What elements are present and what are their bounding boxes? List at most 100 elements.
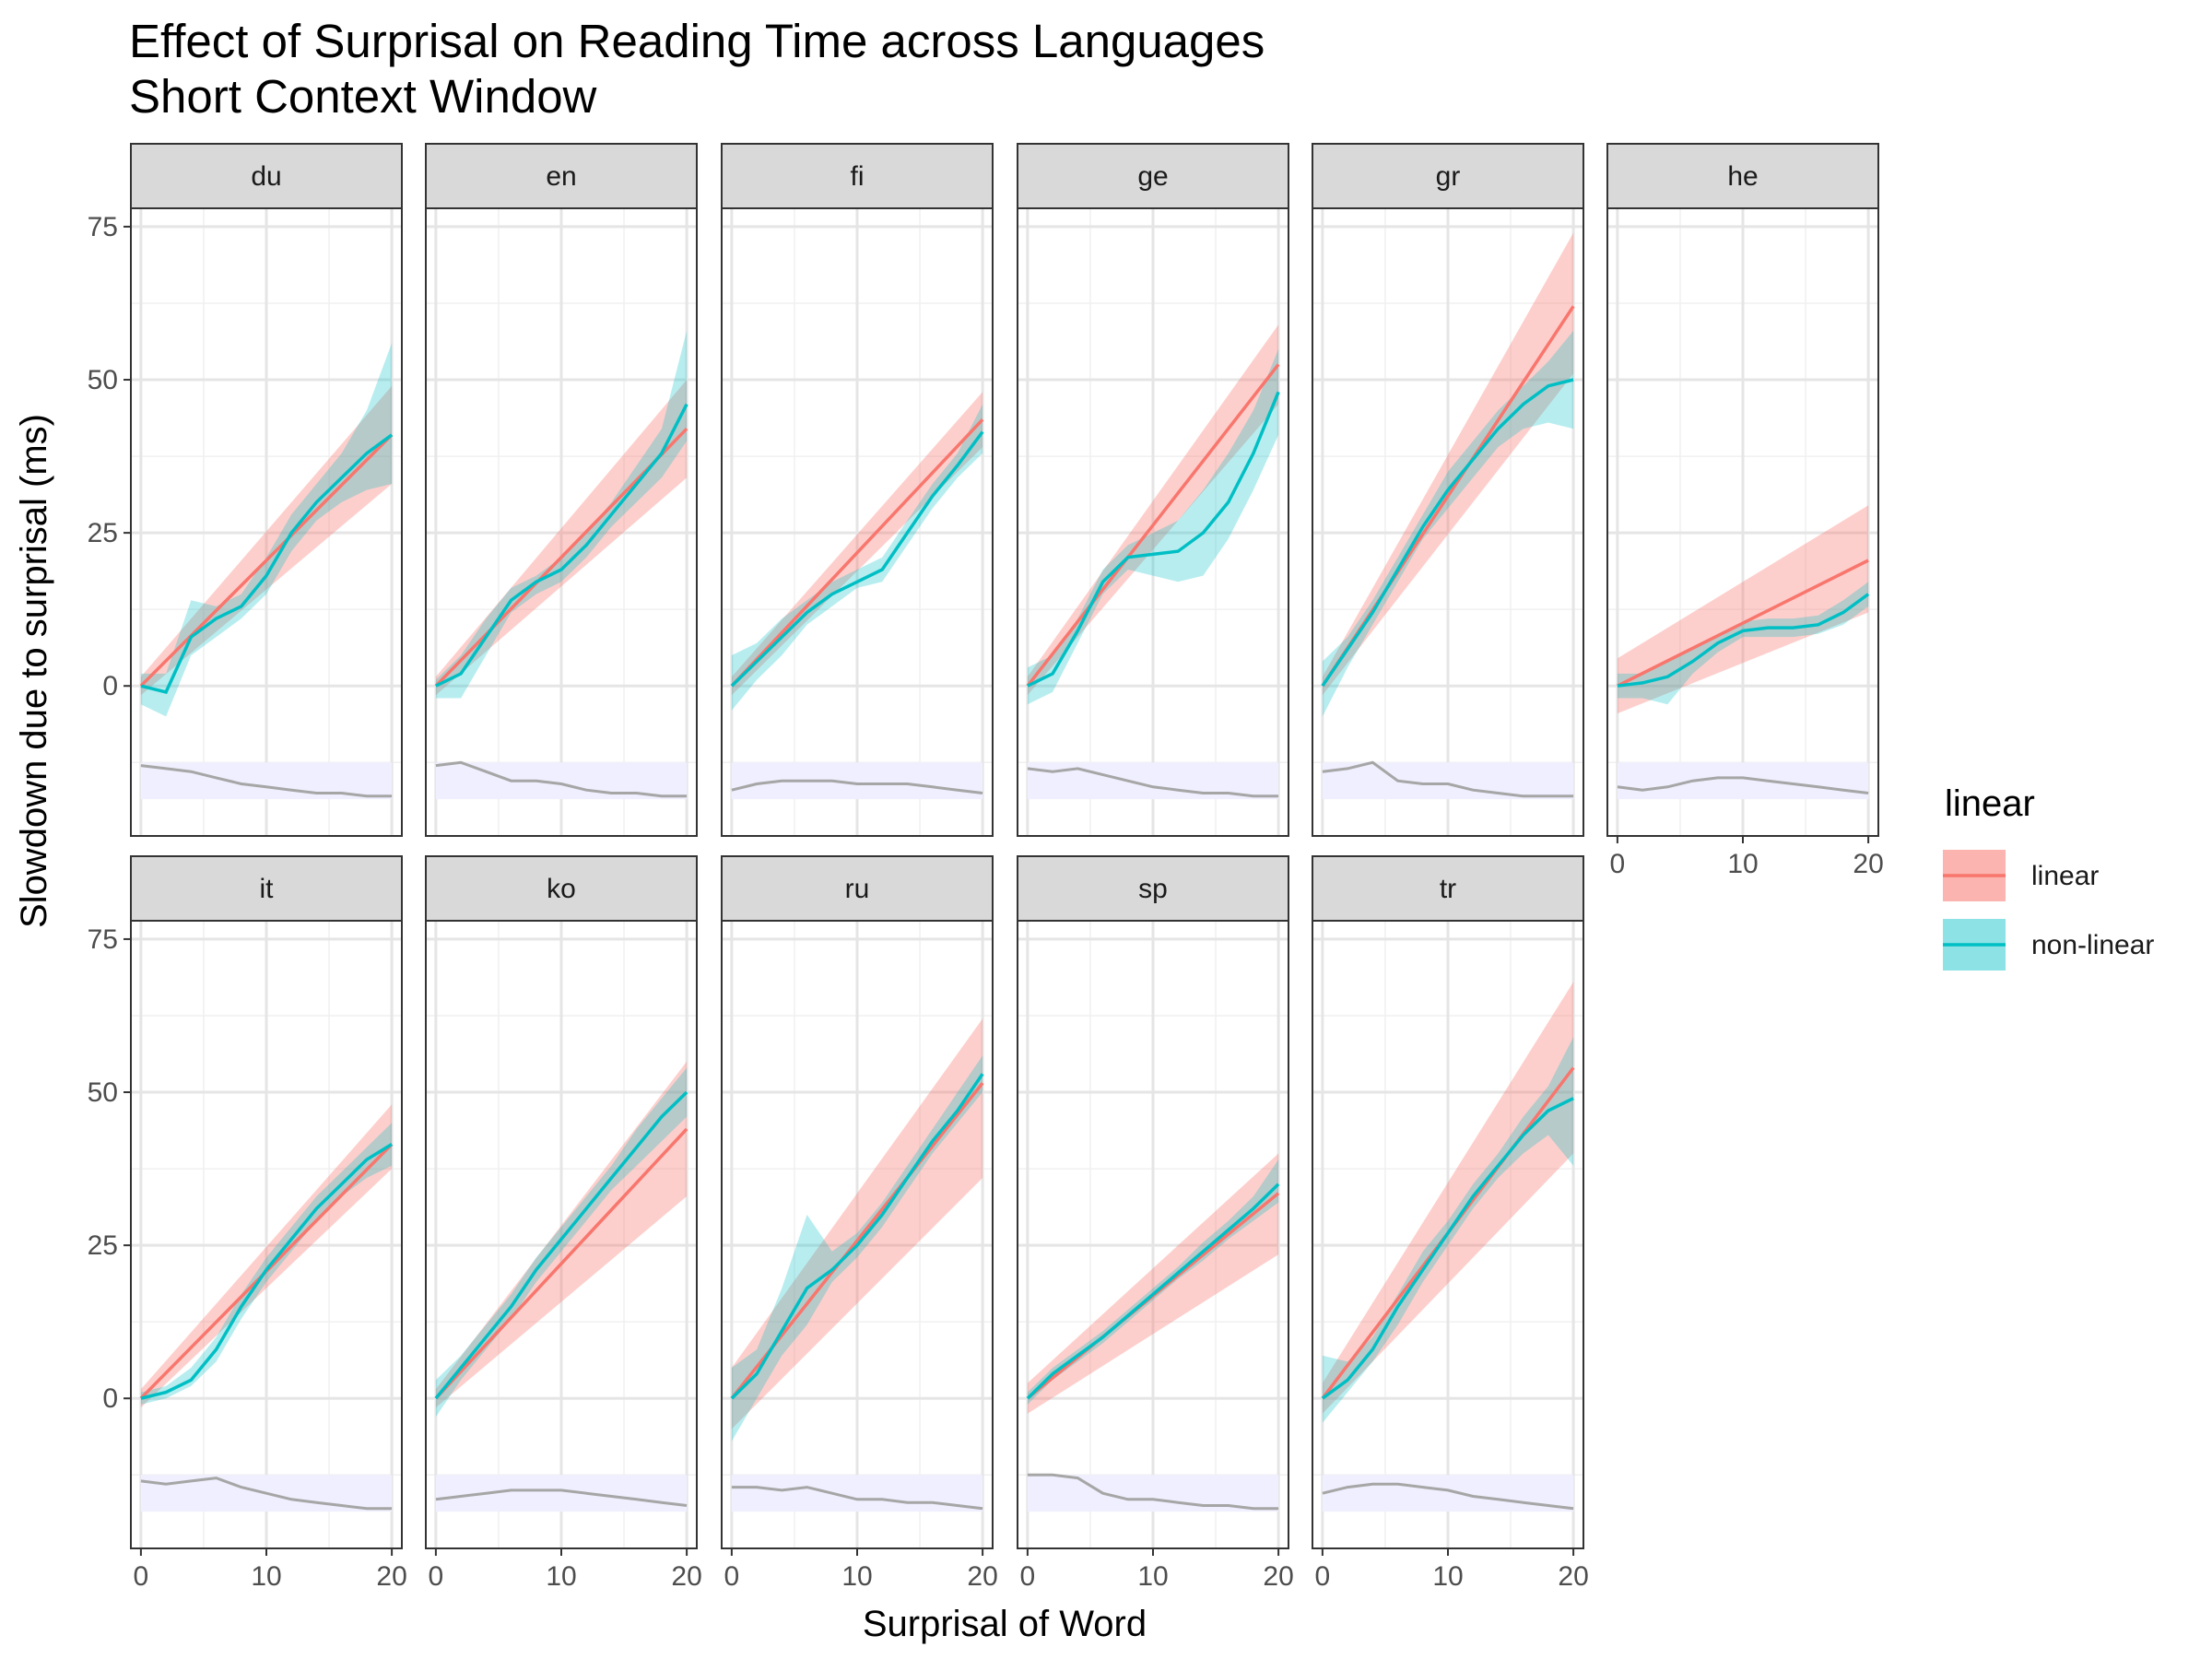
linear-ribbon [731, 1018, 983, 1430]
facet-sp: sp 0 10 20 [1017, 855, 1294, 1592]
facet-strip-label: tr [1440, 874, 1456, 904]
facet-strip [425, 855, 698, 922]
x-tick-label: 10 [841, 1561, 872, 1592]
linear-ribbon [1322, 232, 1574, 696]
facet-strip [425, 143, 698, 209]
nonlinear-line [434, 1090, 688, 1400]
legend-label-non-linear: non-linear [2031, 930, 2154, 960]
y-tick-label: 0 [102, 1383, 118, 1414]
x-tick-label: 0 [724, 1561, 740, 1592]
x-tick-label: 20 [671, 1561, 701, 1592]
density-line [1027, 1473, 1279, 1511]
nonlinear-line [730, 1073, 984, 1400]
linear-line [139, 433, 394, 688]
x-tick-label: 20 [967, 1561, 997, 1592]
linear-ribbon [1027, 324, 1279, 696]
facet-ru: ru 0 10 20 [721, 855, 998, 1592]
facet-strip [130, 855, 403, 922]
density-band [1322, 1475, 1574, 1512]
facet-ge: ge [1017, 143, 1289, 837]
x-tick-label: 10 [546, 1561, 576, 1592]
nonlinear-line [140, 1143, 394, 1400]
density-line [140, 764, 393, 798]
density-line [731, 1486, 983, 1511]
x-tick-label: 20 [1853, 849, 1883, 879]
facet-strip [1017, 855, 1289, 922]
facet-strip-label: it [260, 874, 275, 904]
nonlinear-line [1321, 1097, 1574, 1400]
nonlinear-line [1026, 1182, 1280, 1400]
x-tick-label: 0 [134, 1561, 149, 1592]
density-band [1322, 762, 1574, 800]
density-band [435, 1475, 688, 1512]
linear-ribbon [140, 1104, 393, 1408]
x-tick-label: 0 [1315, 1561, 1331, 1592]
x-axis-title: Surprisal of Word [863, 1604, 1147, 1644]
linear-line [730, 418, 984, 688]
facet-strip [1312, 855, 1584, 922]
facet-tr: tr 0 10 20 [1312, 855, 1589, 1592]
y-axis-title: Slowdown due to surprisal (ms) [14, 414, 54, 928]
x-tick-label: 0 [1610, 849, 1626, 879]
facet-strip-label: ge [1137, 161, 1168, 192]
facet-strip-label: he [1727, 161, 1758, 192]
y-tick-label: 0 [102, 671, 118, 701]
facet-strip [1017, 143, 1289, 209]
nonlinear-ribbon [1027, 1159, 1279, 1405]
y-tick-label: 50 [88, 1077, 118, 1108]
nonlinear-ribbon [731, 1055, 983, 1441]
legend-title: linear [1945, 783, 2035, 824]
y-tick-label: 75 [88, 212, 118, 242]
x-tick-label: 10 [1432, 1561, 1463, 1592]
facet-he: he 0 10 20 [1606, 143, 1884, 879]
legend-label-linear: linear [2031, 861, 2099, 891]
x-tick-label: 20 [376, 1561, 406, 1592]
density-line [1322, 1482, 1574, 1511]
facet-strip [1312, 143, 1584, 209]
linear-ribbon [1617, 505, 1869, 714]
facet-fi: fi [721, 143, 994, 837]
chart-title: Effect of Surprisal on Reading Time acro… [129, 15, 1265, 67]
chart-subtitle: Short Context Window [129, 70, 597, 123]
nonlinear-line [1027, 391, 1280, 688]
y-tick-label: 50 [88, 365, 118, 395]
facet-strip-label: du [251, 161, 281, 192]
facet-strip-label: ru [845, 874, 870, 904]
density-line [731, 779, 983, 794]
facet-it: it 0 25 50 75 0 10 20 [88, 855, 407, 1592]
nonlinear-ribbon [1617, 582, 1869, 705]
nonlinear-line [140, 433, 394, 694]
facet-en: en [425, 143, 698, 837]
linear-line [434, 1127, 688, 1400]
facet-gr: gr [1312, 143, 1584, 837]
facet-strip [1606, 143, 1879, 209]
facet-strip-label: en [546, 161, 576, 192]
x-tick-label: 10 [1727, 849, 1758, 879]
density-line [435, 760, 688, 798]
nonlinear-ribbon [140, 1123, 393, 1405]
y-tick-label: 25 [88, 518, 118, 548]
density-band [731, 762, 983, 800]
facet-strip [721, 855, 994, 922]
x-tick-label: 10 [251, 1561, 281, 1592]
x-tick-label: 20 [1558, 1561, 1588, 1592]
density-line [1617, 776, 1869, 794]
linear-ribbon [1322, 982, 1574, 1414]
facet-ko: ko 0 10 20 [425, 855, 702, 1592]
linear-line [1617, 559, 1869, 688]
nonlinear-ribbon [731, 404, 983, 711]
facet-strip-label: ko [547, 874, 576, 904]
nonlinear-ribbon [435, 330, 688, 699]
x-tick-label: 20 [1263, 1561, 1293, 1592]
facet-strip-label: gr [1436, 161, 1461, 192]
facet-strip [721, 143, 994, 209]
x-tick-label: 10 [1137, 1561, 1168, 1592]
density-line [1322, 760, 1574, 798]
nonlinear-ribbon [1027, 348, 1279, 705]
density-line [1027, 767, 1279, 798]
nonlinear-line [1321, 378, 1574, 688]
legend: linear linear non-linear [1943, 783, 2154, 971]
y-tick-label: 25 [88, 1230, 118, 1261]
